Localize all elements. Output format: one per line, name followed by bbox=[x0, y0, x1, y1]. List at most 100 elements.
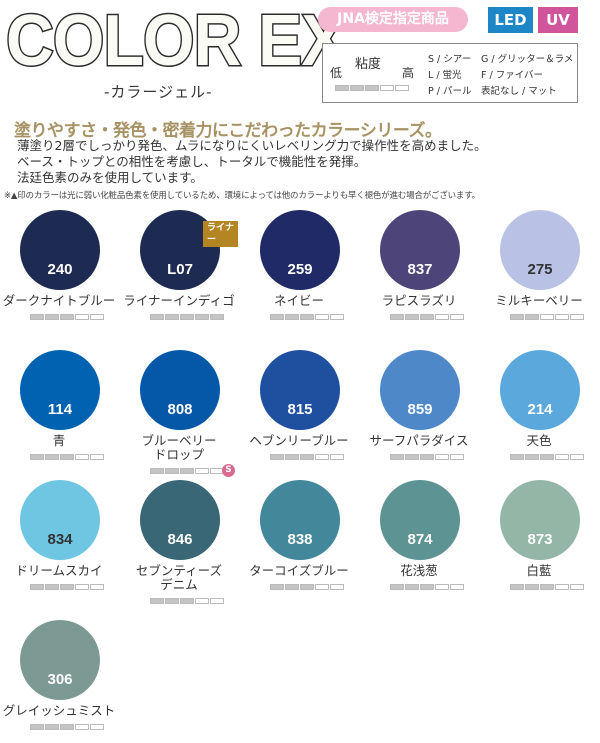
viscosity-segment-empty bbox=[75, 454, 89, 460]
viscosity-segment-filled bbox=[540, 584, 554, 590]
color-code: 214 bbox=[527, 401, 553, 418]
viscosity-segment-empty bbox=[195, 468, 209, 474]
color-code: 808 bbox=[167, 401, 193, 418]
description: 薄塗り2層でしっかり発色、ムラになりにくいレベリング力で操作性を高めました。 ベ… bbox=[17, 138, 487, 186]
viscosity-segment-filled bbox=[45, 454, 59, 460]
viscosity-segment-filled bbox=[300, 584, 314, 590]
color-name: ヘブンリーブルー bbox=[230, 434, 368, 448]
viscosity-bar bbox=[150, 598, 225, 604]
viscosity-segment-filled bbox=[45, 584, 59, 590]
viscosity-segment-empty bbox=[555, 314, 569, 320]
jna-certified-badge: JNA検定指定商品 bbox=[318, 7, 468, 32]
viscosity-segment-empty bbox=[330, 454, 344, 460]
viscosity-segment-filled bbox=[60, 584, 74, 590]
viscosity-bar bbox=[270, 454, 345, 460]
viscosity-segment-empty bbox=[90, 314, 104, 320]
viscosity-bar bbox=[150, 314, 225, 320]
color-name: サーフパラダイス bbox=[350, 434, 488, 448]
viscosity-bar bbox=[30, 724, 105, 730]
color-name-line: ブルーベリー bbox=[141, 433, 217, 448]
viscosity-bar bbox=[390, 454, 465, 460]
legend-viscosity: 粘度 bbox=[355, 57, 382, 72]
legend-high: 高 bbox=[402, 66, 415, 80]
color-name-line: ミルキーベリー bbox=[495, 293, 583, 308]
tagline: 塗りやすさ・発色・密着力にこだわったカラーシリーズ。 bbox=[14, 121, 442, 141]
viscosity-segment-empty bbox=[570, 454, 584, 460]
viscosity-segment-filled bbox=[60, 724, 74, 730]
color-name-line: ラピスラズリ bbox=[381, 293, 457, 308]
color-code: 859 bbox=[407, 401, 433, 418]
color-circle bbox=[20, 350, 100, 430]
viscosity-bar bbox=[30, 454, 105, 460]
viscosity-segment-empty bbox=[75, 584, 89, 590]
viscosity-segment-filled bbox=[285, 454, 299, 460]
color-name: ミルキーベリー bbox=[470, 294, 600, 308]
color-code: 874 bbox=[407, 531, 433, 548]
viscosity-segment-filled bbox=[525, 314, 539, 320]
viscosity-segment-empty bbox=[435, 454, 449, 460]
color-circle bbox=[500, 210, 580, 290]
viscosity-segment-filled bbox=[210, 314, 224, 320]
color-circle bbox=[260, 210, 340, 290]
viscosity-legend: 低 粘度 高 S / シアー L / 蛍光 P / パール G / グリッター＆… bbox=[322, 43, 578, 103]
color-name: 青 bbox=[0, 434, 128, 448]
color-code: 240 bbox=[47, 261, 73, 278]
viscosity-segment-filled bbox=[420, 584, 434, 590]
viscosity-segment-empty bbox=[330, 314, 344, 320]
color-name-line: ライナーインディゴ bbox=[123, 293, 235, 308]
liner-badge: ライナー bbox=[203, 221, 238, 247]
legend-viscosity-bar bbox=[335, 85, 410, 91]
color-circle bbox=[140, 480, 220, 560]
viscosity-segment-filled bbox=[180, 314, 194, 320]
viscosity-segment-empty bbox=[450, 314, 464, 320]
viscosity-segment-filled bbox=[300, 454, 314, 460]
viscosity-segment-filled bbox=[180, 598, 194, 604]
color-name-line: ネイビー bbox=[273, 293, 324, 308]
viscosity-segment-empty bbox=[380, 85, 394, 91]
fading-note: ※▲印のカラーは光に弱い化粧品色素を使用しているため、環境によっては他のカラーよ… bbox=[4, 191, 480, 201]
color-name: 白藍 bbox=[470, 564, 600, 578]
color-name: セブンティーズ デニム bbox=[110, 564, 248, 592]
viscosity-segment-filled bbox=[30, 454, 44, 460]
color-code: 815 bbox=[287, 401, 313, 418]
logo: COLOR EX -カラージェル- bbox=[5, 3, 347, 102]
color-circle bbox=[20, 620, 100, 700]
viscosity-segment-empty bbox=[450, 584, 464, 590]
viscosity-segment-empty bbox=[315, 314, 329, 320]
viscosity-bar bbox=[30, 314, 105, 320]
viscosity-segment-filled bbox=[270, 454, 284, 460]
viscosity-bar bbox=[270, 314, 345, 320]
viscosity-segment-empty bbox=[315, 584, 329, 590]
color-name: ラピスラズリ bbox=[350, 294, 488, 308]
color-name: グレイッシュミスト bbox=[0, 704, 128, 718]
color-name: ライナーインディゴ bbox=[110, 294, 248, 308]
viscosity-segment-filled bbox=[165, 598, 179, 604]
viscosity-segment-filled bbox=[30, 314, 44, 320]
legend-code: P / パール bbox=[428, 86, 472, 97]
viscosity-segment-filled bbox=[525, 454, 539, 460]
viscosity-segment-empty bbox=[210, 598, 224, 604]
viscosity-segment-filled bbox=[165, 468, 179, 474]
description-line: ベース・トップとの相性を考慮し、トータルで機能性を発揮。 bbox=[17, 154, 367, 169]
color-code: 846 bbox=[167, 531, 193, 548]
viscosity-segment-filled bbox=[30, 724, 44, 730]
viscosity-segment-filled bbox=[285, 314, 299, 320]
legend-codes-right: G / グリッター＆ラメ F / ファイバー 表記なし / マット bbox=[481, 52, 573, 100]
logo-subtitle: -カラージェル- bbox=[104, 83, 213, 101]
color-code: 838 bbox=[287, 531, 313, 548]
viscosity-segment-empty bbox=[555, 454, 569, 460]
viscosity-segment-filled bbox=[60, 454, 74, 460]
viscosity-bar bbox=[390, 314, 465, 320]
color-circle bbox=[500, 350, 580, 430]
color-circle bbox=[380, 480, 460, 560]
viscosity-bar bbox=[30, 584, 105, 590]
color-code: 259 bbox=[287, 261, 313, 278]
viscosity-segment-empty bbox=[540, 314, 554, 320]
legend-codes-left: S / シアー L / 蛍光 P / パール bbox=[428, 52, 471, 100]
legend-code: F / ファイバー bbox=[481, 70, 544, 81]
viscosity-segment-empty bbox=[435, 584, 449, 590]
color-name-line: ターコイズブルー bbox=[249, 563, 349, 578]
description-line: 法廷色素のみを使用しています。 bbox=[17, 170, 203, 185]
viscosity-segment-empty bbox=[75, 314, 89, 320]
led-badge: LED bbox=[488, 7, 533, 33]
